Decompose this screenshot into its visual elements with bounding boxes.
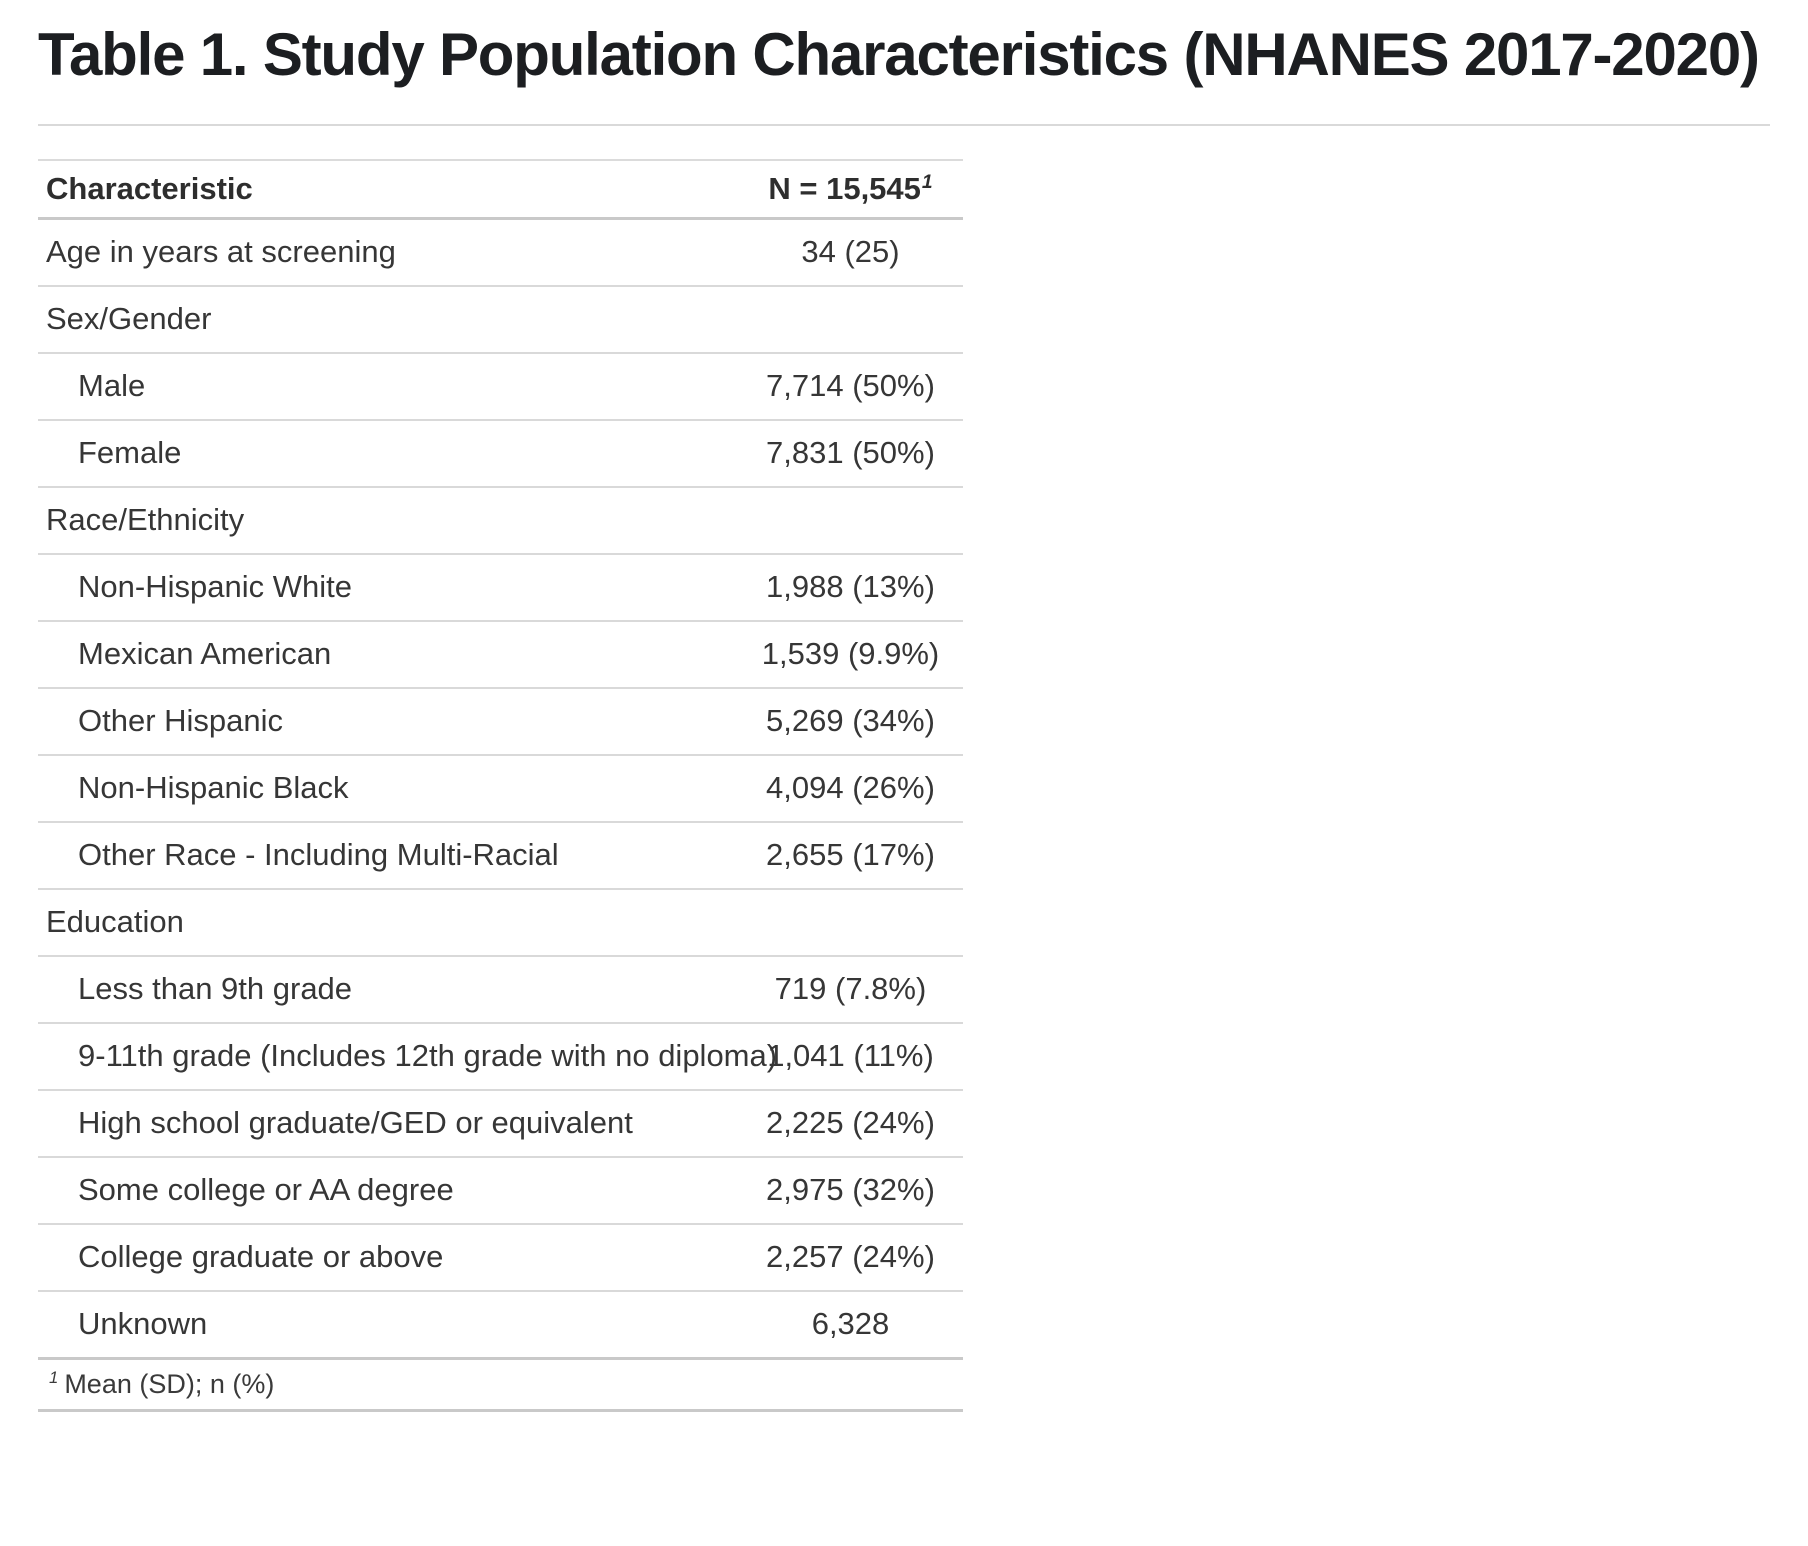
table-row: Mexican American 1,539 (9.9%) xyxy=(38,621,963,689)
row-value: 6,328 xyxy=(738,1291,963,1360)
table-body: Age in years at screening 34 (25) Sex/Gend… xyxy=(38,218,963,1360)
row-label: College graduate or above xyxy=(38,1224,738,1292)
row-value xyxy=(738,286,963,354)
row-label: Education xyxy=(38,889,738,957)
row-value: 719 (7.8%) xyxy=(738,956,963,1024)
table-row: Less than 9th grade 719 (7.8%) xyxy=(38,956,963,1024)
column-header-characteristic: Characteristic xyxy=(38,159,738,220)
row-label: Sex/Gender xyxy=(38,286,738,354)
row-value: 1,041 (11%) xyxy=(738,1023,963,1091)
table-row: Education xyxy=(38,889,963,957)
table-row: Age in years at screening 34 (25) xyxy=(38,218,963,287)
row-label: Race/Ethnicity xyxy=(38,487,738,555)
header-row: Characteristic N = 15,5451 xyxy=(38,159,963,220)
title-divider xyxy=(38,124,1770,126)
footnote: 1 Mean (SD); n (%) xyxy=(38,1357,963,1412)
table-row: Sex/Gender xyxy=(38,286,963,354)
row-value: 2,225 (24%) xyxy=(738,1090,963,1158)
document-page: Table 1. Study Population Characteristic… xyxy=(0,12,1808,1412)
table-row: Other Hispanic 5,269 (34%) xyxy=(38,688,963,756)
row-value: 2,257 (24%) xyxy=(738,1224,963,1292)
table-footer: 1 Mean (SD); n (%) xyxy=(38,1357,963,1412)
table-row: Race/Ethnicity xyxy=(38,487,963,555)
row-label: Other Race - Including Multi-Racial xyxy=(38,822,738,890)
footnote-marker: 1 xyxy=(49,1368,59,1387)
row-value: 1,988 (13%) xyxy=(738,554,963,622)
row-value: 7,831 (50%) xyxy=(738,420,963,488)
row-value xyxy=(738,487,963,555)
row-label: Unknown xyxy=(38,1291,738,1360)
table-row: Non-Hispanic White 1,988 (13%) xyxy=(38,554,963,622)
summary-table: Characteristic N = 15,5451 Age in years … xyxy=(38,159,963,1412)
row-label: High school graduate/GED or equivalent xyxy=(38,1090,738,1158)
table-row: College graduate or above 2,257 (24%) xyxy=(38,1224,963,1292)
row-value: 1,539 (9.9%) xyxy=(738,621,963,689)
table-row: Male 7,714 (50%) xyxy=(38,353,963,421)
table-row: High school graduate/GED or equivalent 2,… xyxy=(38,1090,963,1158)
row-label: Some college or AA degree xyxy=(38,1157,738,1225)
row-label: Other Hispanic xyxy=(38,688,738,756)
row-value: 7,714 (50%) xyxy=(738,353,963,421)
row-value: 4,094 (26%) xyxy=(738,755,963,823)
page-title: Table 1. Study Population Characteristic… xyxy=(38,21,1760,88)
table-row: Unknown 6,328 xyxy=(38,1291,963,1360)
row-label: Non-Hispanic Black xyxy=(38,755,738,823)
row-label: Mexican American xyxy=(38,621,738,689)
table-row: Other Race - Including Multi-Racial 2,655… xyxy=(38,822,963,890)
table-row: Non-Hispanic Black 4,094 (26%) xyxy=(38,755,963,823)
row-value: 2,975 (32%) xyxy=(738,1157,963,1225)
column-header-n: N = 15,5451 xyxy=(738,159,963,220)
row-label: Male xyxy=(38,353,738,421)
row-value: 34 (25) xyxy=(738,218,963,287)
row-label: Less than 9th grade xyxy=(38,956,738,1024)
row-value: 2,655 (17%) xyxy=(738,822,963,890)
table-row: Female 7,831 (50%) xyxy=(38,420,963,488)
row-label: Female xyxy=(38,420,738,488)
table-header: Characteristic N = 15,5451 xyxy=(38,159,963,220)
row-label: Age in years at screening xyxy=(38,218,738,287)
table-row: 9-11th grade (Includes 12th grade with n… xyxy=(38,1023,963,1091)
row-value xyxy=(738,889,963,957)
table-row: Some college or AA degree 2,975 (32%) xyxy=(38,1157,963,1225)
footnote-row: 1 Mean (SD); n (%) xyxy=(38,1357,963,1412)
footnote-text: Mean (SD); n (%) xyxy=(64,1369,275,1399)
row-label: Non-Hispanic White xyxy=(38,554,738,622)
n-total-label: N = 15,545 xyxy=(768,171,921,206)
row-value: 5,269 (34%) xyxy=(738,688,963,756)
footnote-marker: 1 xyxy=(921,171,933,193)
row-label: 9-11th grade (Includes 12th grade with n… xyxy=(38,1023,777,1091)
